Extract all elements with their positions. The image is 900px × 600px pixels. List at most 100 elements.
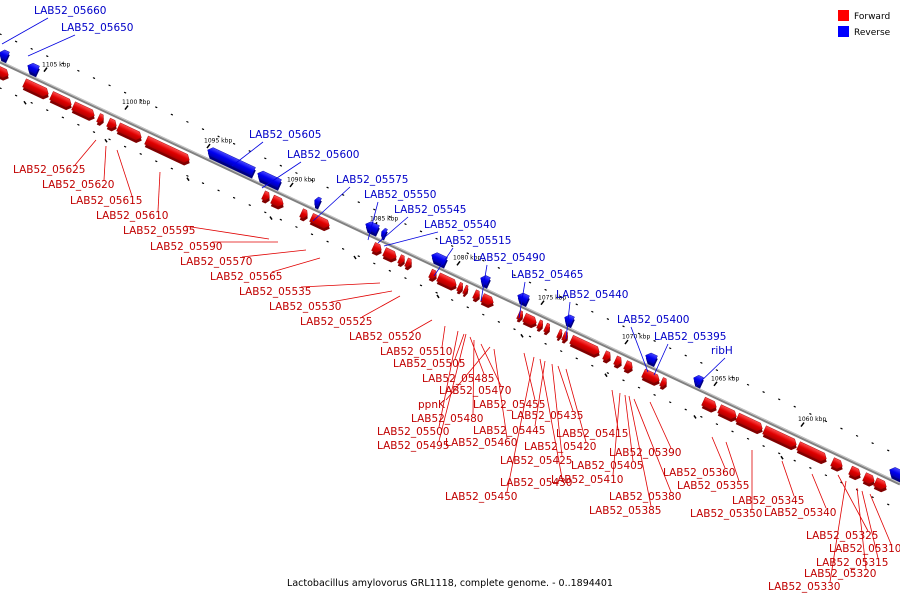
forward-gene[interactable] (115, 122, 144, 145)
legend: Forward Reverse (838, 10, 891, 38)
reverse-leader-line (565, 301, 571, 340)
forward-leader-line (506, 356, 535, 493)
forward-gene-label-lab52-05530: LAB52_05530 (269, 301, 342, 313)
forward-leader-line (441, 325, 446, 348)
forward-gene[interactable] (761, 425, 799, 452)
reverse-gene[interactable] (363, 220, 381, 237)
forward-gene-label-lab52-05360: LAB52_05360 (663, 467, 736, 479)
forward-gene[interactable] (521, 312, 539, 330)
forward-gene-label-lab52-05385: LAB52_05385 (589, 505, 662, 517)
forward-gene[interactable] (640, 368, 662, 388)
forward-gene[interactable] (143, 135, 192, 167)
reverse-leader-line (27, 34, 76, 57)
forward-leader-line (557, 365, 574, 412)
forward-gene[interactable] (370, 242, 384, 257)
forward-gene-label-lab52-05510: LAB52_05510 (380, 346, 453, 358)
reverse-gene-label-lab52-05650: LAB52_05650 (61, 22, 134, 34)
forward-gene-label-lab52-05315: LAB52_05315 (816, 557, 889, 569)
forward-gene[interactable] (95, 113, 106, 126)
forward-gene[interactable] (21, 78, 51, 101)
forward-gene-label-lab52-05460: LAB52_05460 (445, 437, 518, 449)
forward-gene[interactable] (435, 272, 459, 292)
forward-gene-label-lab52-05325: LAB52_05325 (806, 530, 879, 542)
reverse-gene[interactable] (205, 146, 257, 179)
forward-gene-label-lab52-05505: LAB52_05505 (393, 358, 466, 370)
forward-leader-line (837, 474, 869, 532)
forward-leader-line (856, 487, 867, 570)
forward-leader-line (410, 319, 433, 333)
forward-gene-label-lab52-05470: LAB52_05470 (439, 385, 512, 397)
forward-gene[interactable] (872, 477, 889, 494)
forward-leader-line (869, 493, 892, 545)
forward-gene-label-lab52-05345: LAB52_05345 (732, 495, 805, 507)
forward-gene[interactable] (700, 396, 719, 414)
forward-gene-label-lab52-05525: LAB52_05525 (300, 316, 373, 328)
forward-gene-label-lab52-05625: LAB52_05625 (13, 164, 86, 176)
forward-gene[interactable] (479, 293, 496, 310)
reverse-gene-label-lab52-05545: LAB52_05545 (394, 204, 467, 216)
forward-gene[interactable] (461, 284, 470, 297)
forward-leader-line (438, 333, 467, 442)
forward-gene[interactable] (260, 190, 272, 205)
forward-gene[interactable] (568, 334, 602, 359)
forward-leader-line (469, 336, 485, 375)
forward-gene[interactable] (847, 465, 863, 482)
forward-gene[interactable] (381, 247, 399, 265)
forward-gene[interactable] (795, 441, 829, 466)
reverse-gene[interactable] (312, 196, 323, 210)
forward-gene[interactable] (622, 360, 635, 375)
forward-gene[interactable] (658, 377, 669, 390)
forward-gene[interactable] (298, 208, 310, 223)
forward-gene[interactable] (0, 65, 12, 83)
minor-tick (269, 216, 273, 221)
reverse-leader-line (433, 247, 454, 277)
reverse-gene[interactable] (0, 48, 11, 64)
forward-gene[interactable] (716, 404, 739, 424)
reverse-gene[interactable] (643, 351, 659, 367)
forward-gene[interactable] (829, 457, 845, 474)
reverse-gene-label-lab52-05395: LAB52_05395 (654, 331, 727, 343)
forward-gene-label-lab52-05310: LAB52_05310 (829, 543, 900, 555)
forward-leader-line (628, 395, 652, 507)
major-tick (540, 300, 545, 306)
forward-gene[interactable] (269, 194, 286, 211)
forward-gene[interactable] (861, 472, 877, 489)
reverse-gene[interactable] (25, 61, 41, 78)
reverse-gene-label-ribh: ribH (711, 345, 733, 357)
reverse-leader-line (312, 186, 351, 222)
tick-label: 1080 kbp (453, 254, 481, 261)
forward-gene[interactable] (542, 322, 552, 336)
forward-gene[interactable] (396, 254, 407, 268)
major-tick (43, 67, 48, 73)
forward-gene-label-lab52-05435: LAB52_05435 (511, 410, 584, 422)
forward-leader-line (480, 343, 502, 387)
forward-gene[interactable] (308, 213, 332, 232)
forward-gene[interactable] (734, 412, 765, 436)
forward-gene[interactable] (601, 350, 613, 365)
forward-gene-label-lab52-05450: LAB52_05450 (445, 491, 518, 503)
forward-leader-line (633, 398, 672, 493)
reverse-gene-label-lab52-05600: LAB52_05600 (287, 149, 360, 161)
forward-gene[interactable] (48, 91, 74, 111)
reverse-leader-line (1, 17, 49, 45)
forward-gene[interactable] (535, 319, 545, 333)
forward-gene-label-lab52-05425: LAB52_05425 (500, 455, 573, 467)
forward-gene[interactable] (70, 101, 97, 123)
forward-leader-line (300, 282, 381, 288)
forward-gene[interactable] (403, 257, 414, 271)
reverse-gene[interactable] (515, 291, 531, 307)
forward-gene[interactable] (455, 281, 465, 295)
forward-gene[interactable] (105, 117, 119, 133)
forward-leader-line (116, 149, 133, 197)
forward-gene[interactable] (555, 328, 564, 342)
forward-leader-line (271, 257, 321, 273)
forward-gene-label-ppnk: ppnK (418, 399, 446, 411)
forward-gene[interactable] (612, 355, 624, 370)
forward-leader-line (330, 290, 393, 303)
reverse-gene[interactable] (887, 466, 900, 485)
reverse-gene-label-lab52-05490: LAB52_05490 (473, 252, 546, 264)
tick-label: 1095 kbp (204, 138, 232, 145)
forward-gene[interactable] (471, 289, 482, 303)
